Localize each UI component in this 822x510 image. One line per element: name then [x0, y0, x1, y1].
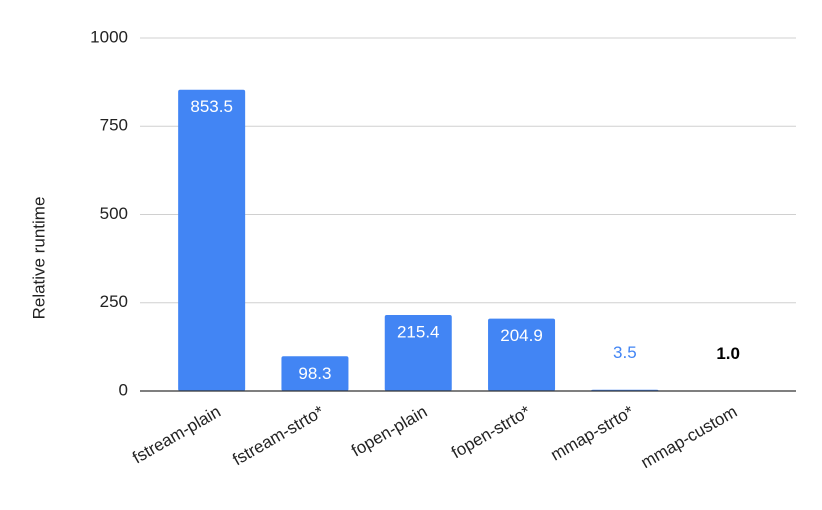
x-tick-label: fstream-strto*: [229, 402, 327, 470]
value-label: 3.5: [613, 343, 637, 362]
y-tick-label: 1000: [90, 27, 128, 46]
bar: [488, 318, 556, 391]
bar: [178, 89, 246, 391]
bar: [281, 356, 349, 391]
x-tick-label: fopen-strto*: [448, 402, 534, 463]
x-tick-label: mmap-custom: [638, 402, 741, 472]
x-tick-label: fstream-plain: [129, 402, 224, 468]
y-tick-label: 750: [100, 116, 128, 135]
value-label: 1.0: [716, 344, 740, 363]
value-label: 204.9: [500, 326, 543, 345]
y-tick-label: 0: [119, 380, 128, 399]
x-tick-label: fopen-plain: [348, 402, 430, 461]
y-tick-label: 250: [100, 292, 128, 311]
x-tick-label: mmap-strto*: [547, 402, 637, 465]
y-axis-title: Relative runtime: [29, 197, 48, 320]
value-label: 98.3: [298, 364, 331, 383]
bar: [384, 314, 452, 391]
value-label: 215.4: [397, 322, 440, 341]
y-tick-label: 500: [100, 204, 128, 223]
value-label: 853.5: [190, 97, 233, 116]
